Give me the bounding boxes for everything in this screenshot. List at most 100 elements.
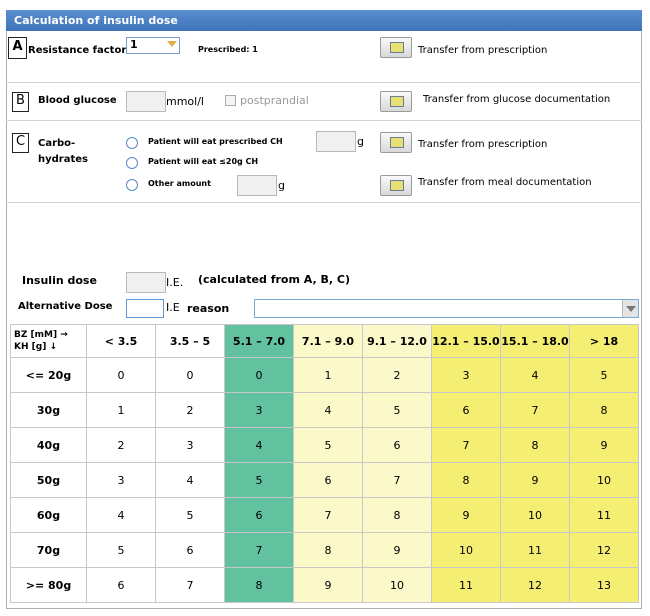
dose-cell: 10 — [500, 497, 570, 533]
column-header: 9.1 – 12.0 — [362, 324, 432, 358]
dose-cell: 11 — [500, 532, 570, 568]
transfer-button[interactable] — [380, 175, 412, 196]
column-header: 5.1 – 7.0 — [224, 324, 294, 358]
column-header: < 3.5 — [86, 324, 156, 358]
dose-cell: 5 — [362, 392, 432, 428]
dose-cell: 8 — [362, 497, 432, 533]
dose-cell: 2 — [362, 357, 432, 393]
dose-cell: 5 — [293, 427, 363, 463]
transfer-label: Transfer from prescription — [418, 45, 548, 56]
transfer-label: Transfer from meal documentation — [418, 177, 592, 188]
row-header: <= 20g — [10, 357, 87, 393]
section-letter: A — [8, 37, 27, 59]
dose-cell: 1 — [293, 357, 363, 393]
header-title: Calculation of insulin dose — [14, 14, 178, 27]
dose-cell: 8 — [569, 392, 639, 428]
table-row: 30g 1 2 3 4 5 6 7 8 — [10, 392, 639, 428]
dose-cell: 9 — [362, 532, 432, 568]
table-row: 70g 5 6 7 8 9 10 11 12 — [10, 532, 639, 568]
checkbox-label: postprandial — [240, 94, 309, 107]
dose-cell: 6 — [86, 567, 156, 603]
corner-text: BZ [mM] → — [14, 330, 68, 340]
table-row: >= 80g 6 7 8 9 10 11 12 13 — [10, 567, 639, 603]
row-header: 60g — [10, 497, 87, 533]
amount-input[interactable] — [237, 175, 277, 196]
radio[interactable] — [126, 137, 138, 149]
dose-cell: 6 — [431, 392, 501, 428]
dose-cell: 7 — [224, 532, 294, 568]
field-label: Blood glucose — [38, 95, 117, 106]
dose-cell: 8 — [500, 427, 570, 463]
dose-cell: 4 — [500, 357, 570, 393]
transfer-button[interactable] — [380, 91, 412, 112]
dose-cell: 5 — [155, 497, 225, 533]
corner-text: KH [g] ↓ — [14, 342, 57, 352]
field-label: Resistance factor — [28, 45, 127, 56]
dropdown-button[interactable] — [622, 300, 638, 317]
transfer-button[interactable] — [380, 132, 412, 153]
select-value: 1 — [130, 38, 138, 51]
field-label: Carbo- — [38, 138, 76, 149]
separator — [6, 82, 642, 83]
header-row: BZ [mM] → KH [g] ↓ < 3.5 3.5 – 5 5.1 – 7.0 7.… — [10, 324, 639, 358]
dose-cell: 2 — [155, 392, 225, 428]
checkbox[interactable] — [225, 95, 236, 106]
dose-cell: 11 — [569, 497, 639, 533]
field-label: reason — [187, 302, 230, 315]
dose-cell: 12 — [500, 567, 570, 603]
transfer-button[interactable] — [380, 37, 412, 58]
header-bar: Calculation of insulin dose — [6, 10, 642, 31]
dose-cell: 9 — [431, 497, 501, 533]
dose-cell: 4 — [293, 392, 363, 428]
dose-input[interactable] — [126, 272, 166, 293]
dose-cell: 9 — [293, 567, 363, 603]
dose-cell: 0 — [155, 357, 225, 393]
unit: g — [357, 135, 364, 148]
unit: mmol/l — [166, 95, 204, 108]
dose-cell: 3 — [431, 357, 501, 393]
column-header: > 18 — [569, 324, 639, 358]
ch-input[interactable] — [316, 131, 356, 152]
column-header: 3.5 – 5 — [155, 324, 225, 358]
field-label: Alternative Dose — [18, 301, 113, 312]
dose-cell: 7 — [431, 427, 501, 463]
row-header: 70g — [10, 532, 87, 568]
dose-table: BZ [mM] → KH [g] ↓ < 3.5 3.5 – 5 5.1 – 7.0 7.… — [10, 324, 639, 603]
dose-cell: 12 — [569, 532, 639, 568]
row-header: 50g — [10, 462, 87, 498]
dose-cell: 4 — [224, 427, 294, 463]
dose-cell: 4 — [86, 497, 156, 533]
dose-cell: 4 — [155, 462, 225, 498]
dropdown-arrow — [167, 41, 177, 47]
glucose-input[interactable] — [126, 91, 166, 112]
alt-dose-input[interactable] — [126, 299, 164, 318]
dose-cell: 3 — [224, 392, 294, 428]
dose-cell: 9 — [500, 462, 570, 498]
dose-cell: 0 — [224, 357, 294, 393]
dose-cell: 3 — [86, 462, 156, 498]
dose-cell: 9 — [569, 427, 639, 463]
reason-dropdown[interactable] — [254, 299, 639, 318]
column-header: 12.1 – 15.0 — [431, 324, 501, 358]
dose-cell: 5 — [569, 357, 639, 393]
dose-cell: 7 — [155, 567, 225, 603]
transfer-label: Transfer from prescription — [418, 139, 548, 150]
corner-cell: BZ [mM] → KH [g] ↓ — [10, 324, 87, 358]
dose-cell: 5 — [86, 532, 156, 568]
dose-cell: 0 — [86, 357, 156, 393]
radio-label: Patient will eat ≤20g CH — [148, 157, 259, 166]
dose-cell: 2 — [86, 427, 156, 463]
prescribed-text: Prescribed: 1 — [198, 45, 258, 54]
section-letter: B — [12, 92, 29, 112]
dose-cell: 8 — [293, 532, 363, 568]
radio[interactable] — [126, 179, 138, 191]
column-header: 15.1 – 18.0 — [500, 324, 570, 358]
dose-cell: 10 — [569, 462, 639, 498]
resistance-select[interactable]: 1 — [126, 37, 180, 54]
column-header: 7.1 – 9.0 — [293, 324, 363, 358]
dose-cell: 7 — [500, 392, 570, 428]
dose-cell: 10 — [362, 567, 432, 603]
separator — [6, 120, 642, 121]
radio[interactable] — [126, 157, 138, 169]
